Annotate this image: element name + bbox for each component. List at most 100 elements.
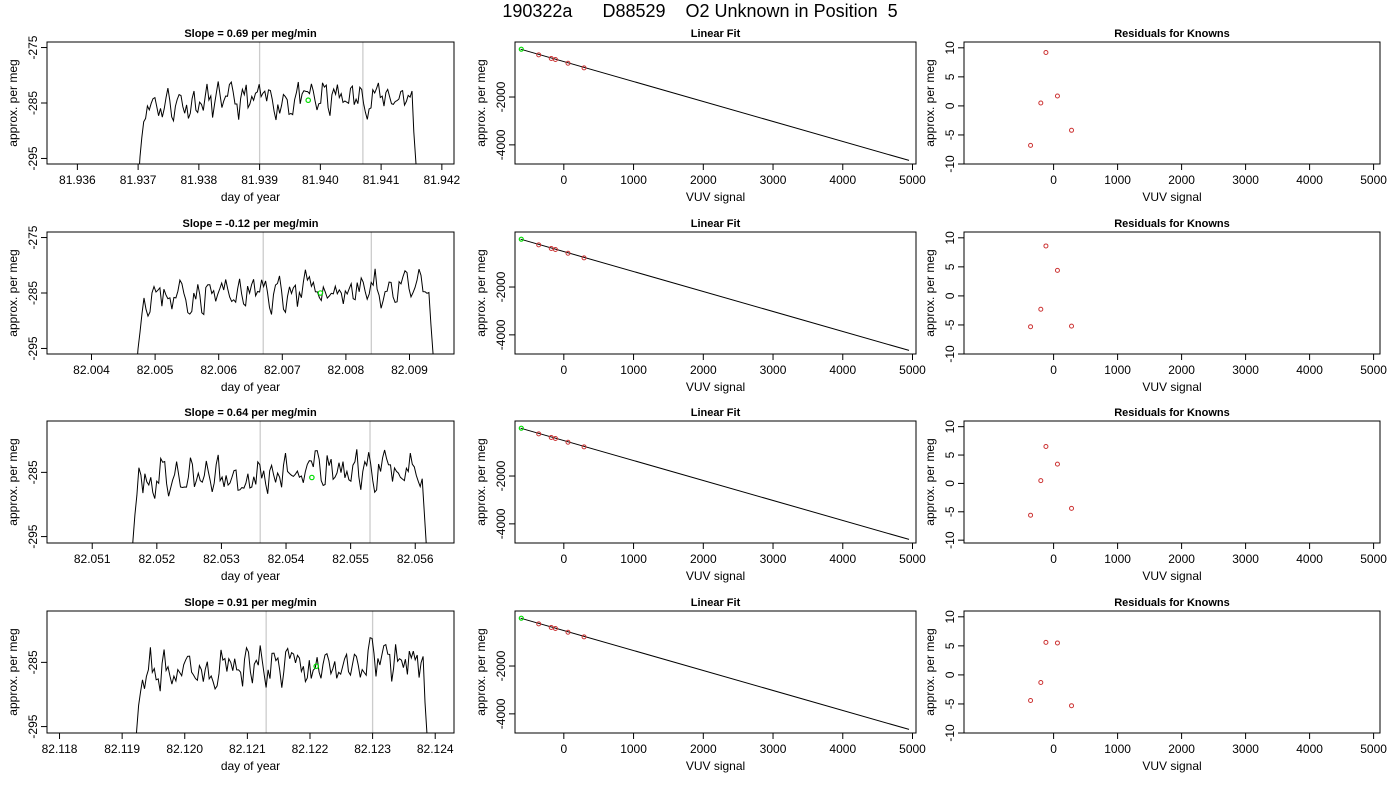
x-tick-label: 4000: [1296, 742, 1323, 756]
x-axis-label: VUV signal: [1142, 190, 1201, 204]
y-tick-label: -2000: [494, 650, 508, 681]
x-tick-label: 4000: [1296, 173, 1323, 187]
x-tick-label: 82.121: [229, 742, 266, 756]
x-tick-label: 5000: [1360, 173, 1387, 187]
chart-panel-residuals-4: Residuals for Knowns 0 1000 2000 3000 4000 500…: [923, 597, 1387, 773]
x-tick-label: 82.118: [42, 742, 78, 756]
chart-title: Linear Fit: [691, 28, 741, 40]
plot-area: [518, 425, 910, 540]
x-tick-label: 1000: [1104, 552, 1131, 566]
y-tick-label: -5: [943, 129, 957, 140]
chart-panel-residuals-3: Residuals for Knowns 0 1000 2000 3000 4000 500…: [923, 407, 1387, 583]
y-tick-label: -285: [26, 460, 40, 484]
x-tick-label: 0: [1050, 363, 1057, 377]
x-tick-label: 81.940: [302, 173, 339, 187]
x-tick-label: 82.004: [73, 363, 110, 377]
known-standard-point: [552, 435, 558, 441]
page-title: 190322a D88529 O2 Unknown in Position 5: [502, 1, 898, 21]
plot-frame: [514, 231, 917, 355]
x-tick-label: 3000: [760, 742, 787, 756]
chart-panel-residuals-1: Residuals for Knowns 0 1000 2000 3000 4000 500…: [923, 28, 1387, 204]
x-axis-label: day of year: [221, 190, 280, 204]
x-tick-label: 81.941: [363, 173, 400, 187]
x-tick-label: 82.005: [137, 363, 174, 377]
residual-point: [1054, 640, 1060, 646]
plot-area: [1028, 243, 1075, 330]
y-tick-label: 5: [943, 73, 957, 80]
data-series-line: [137, 268, 434, 354]
plot-frame: [963, 610, 1381, 734]
x-tick-label: 1000: [1104, 742, 1131, 756]
x-tick-label: 0: [1050, 552, 1057, 566]
y-axis-label: approx. per meg: [6, 438, 20, 525]
chart-title: Residuals for Knowns: [1114, 218, 1230, 230]
x-tick-label: 3000: [760, 363, 787, 377]
x-tick-label: 4000: [1296, 552, 1323, 566]
known-standard-point: [581, 65, 587, 71]
fit-line: [520, 238, 910, 351]
chart-title: Residuals for Knowns: [1114, 28, 1230, 40]
x-tick-label: 82.053: [203, 552, 240, 566]
x-tick-label: 5000: [899, 552, 926, 566]
y-tick-label: -4000: [494, 319, 508, 350]
x-tick-label: 82.008: [328, 363, 365, 377]
x-tick-label: 0: [1050, 173, 1057, 187]
known-standard-point: [552, 56, 558, 62]
x-tick-label: 2000: [690, 363, 717, 377]
x-axis-label: VUV signal: [686, 759, 745, 773]
x-tick-label: 2000: [690, 173, 717, 187]
x-tick-label: 82.006: [200, 363, 237, 377]
y-axis-label: approx. per meg: [474, 59, 488, 146]
fit-line: [520, 617, 910, 730]
x-tick-label: 0: [560, 742, 567, 756]
residual-point: [1043, 49, 1049, 55]
plot-frame: [514, 420, 917, 544]
known-standard-point: [581, 255, 587, 261]
x-tick-label: 1000: [620, 552, 647, 566]
x-tick-label: 4000: [1296, 363, 1323, 377]
y-tick-label: -2000: [494, 460, 508, 491]
x-tick-label: 1000: [1104, 173, 1131, 187]
plot-frame: [963, 41, 1381, 165]
known-standard-point: [536, 52, 542, 58]
y-tick-label: -285: [26, 281, 40, 305]
y-axis-label: approx. per meg: [6, 628, 20, 715]
x-tick-label: 82.056: [397, 552, 434, 566]
x-tick-label: 1000: [1104, 363, 1131, 377]
data-series-line: [135, 637, 428, 733]
data-series-line: [132, 449, 427, 543]
x-tick-label: 81.937: [120, 173, 157, 187]
y-tick-label: 10: [943, 41, 957, 55]
chart-panel-linear-fit-1: Linear Fit 0 1000 2000 3000 4000 5000 -2000 -400…: [474, 28, 926, 204]
plot-area: [518, 46, 910, 161]
unknown-sample-point: [317, 290, 324, 296]
x-tick-label: 5000: [1360, 742, 1387, 756]
residual-point: [1028, 324, 1034, 330]
plot-frame: [46, 231, 455, 355]
x-tick-label: 5000: [899, 173, 926, 187]
x-tick-label: 82.122: [292, 742, 329, 756]
x-tick-label: 3000: [1232, 363, 1259, 377]
y-tick-label: -10: [943, 345, 957, 363]
known-standard-point: [581, 444, 587, 450]
x-axis-label: VUV signal: [1142, 380, 1201, 394]
residual-point: [1069, 323, 1075, 329]
y-axis-label: approx. per meg: [923, 628, 937, 715]
x-tick-label: 5000: [1360, 363, 1387, 377]
x-axis-label: VUV signal: [686, 569, 745, 583]
y-axis-label: approx. per meg: [923, 438, 937, 525]
chart-title: Slope = 0.69 per meg/min: [184, 28, 317, 40]
unknown-sample-point: [518, 236, 524, 242]
x-tick-label: 0: [560, 173, 567, 187]
x-axis-label: day of year: [221, 569, 280, 583]
chart-panel-time-series-1: Slope = 0.69 per meg/min 81.936 81.937 81.9…: [6, 28, 461, 204]
residual-point: [1043, 444, 1049, 450]
residual-point: [1069, 505, 1075, 511]
fit-line: [520, 48, 910, 161]
plot-area: [1028, 444, 1075, 518]
x-tick-label: 81.942: [423, 173, 460, 187]
y-tick-label: -2000: [494, 271, 508, 302]
residual-point: [1043, 639, 1049, 645]
y-tick-label: -285: [26, 91, 40, 115]
x-tick-label: 3000: [760, 173, 787, 187]
